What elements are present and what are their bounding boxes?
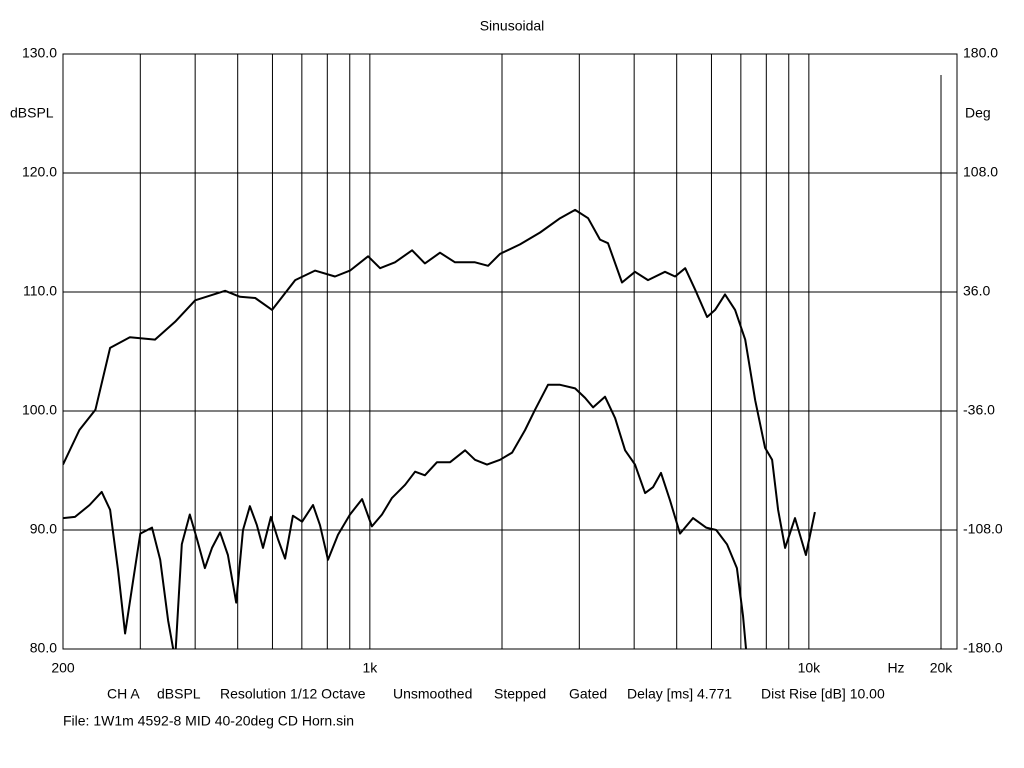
y-tick-label: 100.0 [22,402,57,418]
y-tick-label: 90.0 [30,521,57,537]
chart-title: Sinusoidal [480,18,545,34]
data-line [63,383,748,649]
x-tick-label: 1k [362,660,378,676]
y-axis-label: dBSPL [10,105,54,121]
y2-tick-label: 108.0 [963,164,998,180]
x-tick-label: 20k [930,660,954,676]
footer-item: CH A [107,686,140,702]
data-line [63,208,816,556]
y2-tick-label: 180.0 [963,45,998,61]
y2-tick-label: -180.0 [963,640,1003,656]
footer-item: Stepped [494,686,546,702]
footer-item: Gated [569,686,607,702]
file-name: File: 1W1m 4592-8 MID 40-20deg CD Horn.s… [63,713,354,729]
x-tick-label: 10k [798,660,822,676]
footer-item: Delay [ms] 4.771 [627,686,732,702]
y-tick-label: 120.0 [22,164,57,180]
y-tick-label: 110.0 [23,283,57,299]
plot-area [63,208,816,649]
y2-axis-label: Deg [965,105,991,121]
footer-item: Unsmoothed [393,686,472,702]
x-tick-label: 200 [51,660,75,676]
footer-item: Dist Rise [dB] 10.00 [761,686,885,702]
x-axis-label: Hz [887,660,904,676]
y2-tick-label: -108.0 [963,521,1003,537]
y-tick-label: 130.0 [22,45,57,61]
y-tick-label: 80.0 [30,640,57,656]
y2-tick-label: -36.0 [963,402,995,418]
footer-item: dBSPL [157,686,201,702]
y2-tick-label: 36.0 [963,283,990,299]
footer-item: Resolution 1/12 Octave [220,686,366,702]
